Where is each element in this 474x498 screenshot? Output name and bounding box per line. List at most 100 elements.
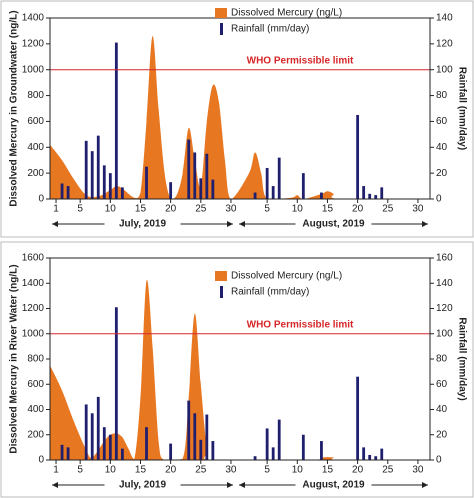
rain-bar — [374, 456, 378, 460]
rain-bar — [301, 434, 305, 460]
rain-bar — [90, 151, 94, 199]
y-axis-title: Dissolved Mercury in Groundwater (ng/L) — [9, 10, 20, 206]
x-tick-label: 20 — [165, 465, 177, 476]
rain-bar — [120, 448, 124, 460]
legend-swatch — [215, 8, 227, 18]
y-tick-label: 1600 — [22, 253, 45, 264]
rain-bar — [277, 419, 281, 460]
y-tick-label: 400 — [27, 142, 44, 153]
rain-bar — [205, 153, 209, 199]
y2-tick-label: 20 — [436, 168, 448, 179]
rain-bar — [102, 165, 106, 199]
rain-bar — [368, 193, 372, 199]
y2-tick-label: 140 — [436, 278, 453, 289]
rain-bar — [356, 376, 360, 460]
x-tick-label: 10 — [292, 204, 304, 215]
legend-swatch — [215, 271, 227, 281]
y2-tick-label: 120 — [436, 303, 453, 314]
rain-bar — [66, 447, 70, 460]
y2-axis-title: Rainfall (mm/day) — [456, 67, 467, 150]
rain-bar — [60, 183, 64, 199]
rain-bar — [205, 414, 209, 460]
panel-frame — [0, 241, 474, 498]
x-tick-label: 20 — [352, 465, 364, 476]
rain-bar — [187, 139, 191, 199]
y2-tick-label: 60 — [436, 116, 448, 127]
x-tick-label: 30 — [225, 204, 237, 215]
rain-bar — [253, 192, 257, 199]
mercury-area — [50, 279, 424, 460]
rain-bar — [108, 173, 112, 199]
y2-tick-label: 140 — [436, 13, 453, 24]
y2-tick-label: 60 — [436, 379, 448, 390]
rain-bar — [90, 413, 94, 460]
rain-bar — [368, 454, 372, 460]
x-tick-label: 15 — [322, 204, 334, 215]
rain-bar — [265, 167, 269, 199]
plot-frame — [49, 17, 431, 200]
legend-label: Rainfall (mm/day) — [231, 287, 309, 298]
rain-bar — [380, 187, 384, 199]
rain-bar — [374, 195, 378, 199]
month-label: July, 2019 — [119, 480, 167, 491]
rain-bar — [362, 447, 366, 460]
rain-bar — [271, 447, 275, 460]
y2-tick-label: 100 — [436, 64, 453, 75]
rain-bar — [199, 439, 203, 460]
y-tick-label: 0 — [38, 194, 44, 205]
y-tick-label: 800 — [27, 354, 44, 365]
rain-bar — [265, 428, 269, 460]
x-tick-label: 5 — [77, 204, 83, 215]
rain-bar — [187, 400, 191, 460]
y-tick-label: 1200 — [22, 38, 45, 49]
y2-tick-label: 160 — [436, 253, 453, 264]
rain-bar — [84, 140, 88, 199]
rain-bar — [320, 441, 323, 460]
rain-bar — [211, 179, 215, 199]
x-tick-label: 25 — [195, 465, 207, 476]
rain-bar — [145, 166, 148, 199]
rain-bar — [120, 187, 124, 199]
rain-bar — [380, 448, 384, 460]
rain-bar — [169, 182, 173, 199]
rain-bar — [271, 186, 275, 199]
x-tick-label: 5 — [264, 204, 270, 215]
month-label: July, 2019 — [119, 219, 167, 230]
legend-label: Dissolved Mercury (ng/L) — [231, 271, 342, 282]
rain-bar — [114, 42, 118, 199]
limit-label: WHO Permissible limit — [247, 55, 354, 66]
y2-tick-label: 80 — [436, 90, 448, 101]
x-tick-label: 5 — [77, 465, 83, 476]
y2-axis-title: Rainfall (mm/day) — [456, 317, 467, 400]
x-tick-label: 1 — [53, 465, 59, 476]
rain-bar — [102, 427, 106, 460]
rain-bar — [301, 173, 305, 199]
y-axis-title: Dissolved Mercury in River Water (ng/L) — [9, 264, 20, 453]
limit-label: WHO Permissible limit — [247, 319, 354, 330]
month-label: August, 2019 — [302, 219, 365, 230]
month-label: August, 2019 — [302, 480, 365, 491]
rain-bar — [253, 456, 257, 460]
mercury-area — [50, 36, 424, 199]
rain-bar — [193, 152, 197, 199]
y2-tick-label: 80 — [436, 354, 448, 365]
rain-bar — [96, 135, 100, 199]
x-tick-label: 30 — [225, 465, 237, 476]
y2-tick-label: 0 — [436, 194, 442, 205]
rain-bar — [114, 307, 118, 460]
y2-tick-label: 100 — [436, 328, 453, 339]
y2-tick-label: 120 — [436, 38, 453, 49]
y-tick-label: 0 — [38, 455, 44, 466]
y-tick-label: 200 — [27, 168, 44, 179]
legend-label: Dissolved Mercury (ng/L) — [231, 8, 342, 19]
x-tick-label: 10 — [292, 465, 304, 476]
rain-bar — [320, 192, 323, 199]
y-tick-label: 600 — [27, 116, 44, 127]
x-tick-label: 10 — [105, 465, 117, 476]
x-tick-label: 5 — [264, 465, 270, 476]
legend-swatch — [220, 286, 223, 298]
x-tick-label: 20 — [165, 204, 177, 215]
x-tick-label: 15 — [135, 204, 147, 215]
rain-bar — [211, 441, 215, 460]
